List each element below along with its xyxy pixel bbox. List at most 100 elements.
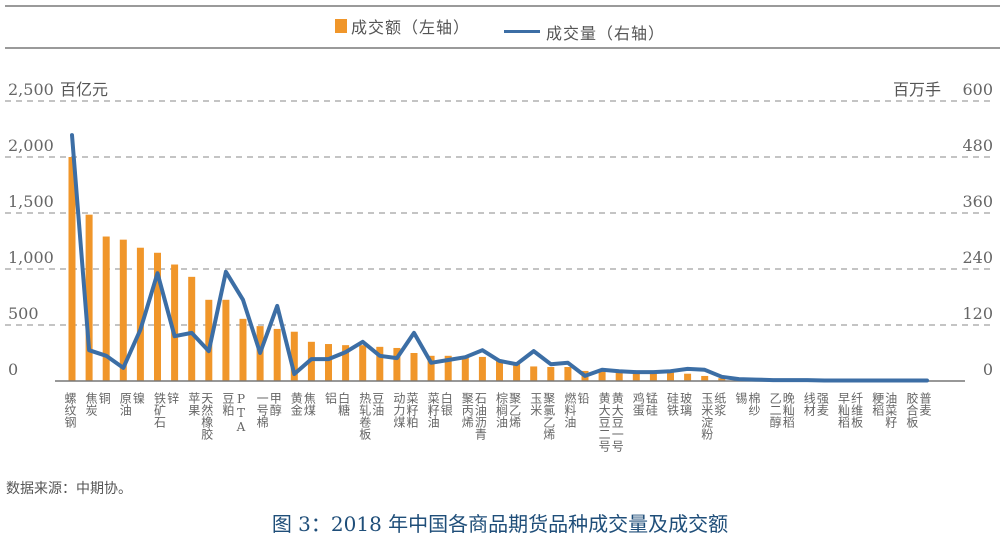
category-label: 焦煤 [302, 392, 316, 416]
category-label: 菜籽粕 [405, 392, 419, 428]
turnover-bars [68, 157, 914, 381]
category-label: 棕榈油 [495, 391, 509, 428]
turnover-bar [478, 356, 486, 381]
legend-label-volume: 成交量（右轴） [546, 23, 666, 43]
turnover-bar [427, 355, 435, 381]
category-label: 黄大豆一号 [610, 392, 624, 452]
category-label: 棉纱 [747, 392, 761, 416]
right-axis-ticks: 0 120 240 360 480 600 [962, 80, 993, 379]
category-label: 油菜籽 [884, 392, 898, 428]
category-label: 铜 [97, 391, 111, 404]
category-label: 石油沥青 [473, 392, 487, 441]
category-label: 纤维板 [850, 392, 864, 429]
turnover-bar [239, 318, 247, 381]
turnover-bar [290, 331, 298, 381]
turnover-bar [615, 371, 623, 381]
turnover-bar [85, 214, 93, 381]
data-source-note: 数据来源：中期协。 [6, 481, 132, 497]
left-tick-label: 1,000 [8, 248, 54, 267]
category-label: 强麦 [815, 392, 829, 417]
category-label: 黄大豆二号 [597, 392, 611, 452]
legend-item-volume: 成交量（右轴） [504, 20, 665, 44]
turnover-bar [496, 359, 503, 381]
right-tick-label: 240 [962, 248, 993, 267]
category-label: 一号棉 [255, 392, 269, 428]
turnover-bar [188, 276, 196, 381]
turnover-bar [325, 344, 332, 381]
right-tick-label: 600 [962, 80, 993, 99]
left-tick-label: 0 [8, 360, 18, 379]
category-label: 乙二醇 [768, 392, 782, 428]
category-label: 镍 [131, 392, 145, 404]
turnover-bar [513, 363, 521, 381]
category-label: 聚丙烯 [460, 392, 474, 428]
left-tick-label: 1,500 [8, 192, 54, 211]
category-label: 燃料油 [563, 391, 577, 428]
category-label: 苹果 [187, 392, 201, 416]
right-tick-label: 480 [962, 136, 993, 155]
category-label: 粳稻 [871, 392, 885, 416]
legend-label-turnover: 成交额（左轴） [350, 18, 470, 37]
turnover-bar [444, 355, 452, 381]
legend-bottom-rule [5, 47, 1000, 49]
category-label: 白银 [439, 391, 453, 416]
category-label: 普麦 [918, 392, 932, 417]
category-label: 天然橡胶 [200, 392, 214, 441]
category-label: 铝 [324, 391, 338, 404]
bar-swatch-icon [334, 19, 347, 33]
turnover-bar [205, 299, 213, 381]
turnover-bar [393, 347, 401, 381]
category-label: 铅 [576, 392, 590, 404]
category-label: 螺纹钢 [63, 392, 77, 428]
turnover-bar [171, 264, 179, 381]
category-label: 胶合板 [905, 391, 919, 429]
turnover-bar [359, 345, 367, 381]
turnover-bar [667, 372, 674, 381]
category-label: 白糖 [337, 391, 351, 417]
line-swatch-icon [504, 30, 541, 33]
volume-line [70, 133, 929, 383]
turnover-bar [684, 373, 692, 381]
category-label: 豆油 [371, 392, 385, 416]
category-label: PTA [234, 392, 248, 434]
turnover-bar [530, 366, 538, 381]
category-label: 黄金 [289, 392, 303, 416]
category-label: 纸浆 [713, 392, 727, 416]
left-tick-label: 2,500 [8, 80, 54, 99]
category-label: 菜籽油 [426, 392, 440, 428]
category-label: 玉米 [529, 392, 543, 416]
category-label: 聚乙烯 [508, 392, 522, 428]
category-label: 硅铁 [666, 392, 680, 416]
category-label: 玉米淀粉 [700, 392, 714, 440]
left-axis-unit: 百亿元 [60, 80, 108, 99]
turnover-bar [564, 367, 572, 381]
right-axis-unit: 百万手 [893, 80, 941, 99]
turnover-bar [718, 378, 726, 381]
right-tick-label: 0 [983, 360, 993, 379]
turnover-bar [154, 252, 161, 381]
turnover-bar [649, 372, 657, 381]
category-label: 早籼稻 [837, 392, 851, 428]
turnover-bar [461, 356, 469, 381]
turnover-bar [68, 157, 76, 381]
turnover-bar [410, 353, 418, 381]
turnover-bar [376, 346, 384, 381]
left-tick-label: 500 [8, 304, 39, 323]
right-tick-label: 360 [962, 192, 993, 211]
figure-caption: 图 3：2018 年中国各商品期货品种成交量及成交额 [271, 512, 729, 536]
turnover-bar [632, 372, 640, 381]
category-label: 线材 [802, 392, 816, 416]
chart-area: 0 500 1,000 1,500 2,000 2,500 0 120 240 360 480 60… [5, 80, 995, 452]
category-label: 锰硅 [644, 391, 658, 416]
left-axis-ticks: 0 500 1,000 1,500 2,000 2,500 [8, 80, 54, 379]
category-label: 晚籼稻 [781, 392, 795, 428]
category-labels: 螺纹钢 焦炭铜原油镍铁矿石锌苹果 天然橡胶 豆粕 PTA 一号棉 甲醇 黄金 焦煤铝白糖 热轧卷板… [63, 391, 932, 452]
right-tick-label: 120 [962, 304, 993, 323]
turnover-bar [547, 367, 555, 381]
turnover-bar [136, 247, 144, 381]
category-label: 铁矿石 [153, 392, 167, 428]
category-label: 鸡蛋 [631, 391, 645, 417]
chart-legend: 成交额（左轴） 成交量（右轴） [0, 14, 1000, 44]
turnover-bar [222, 299, 230, 381]
turnover-bar [598, 370, 606, 381]
